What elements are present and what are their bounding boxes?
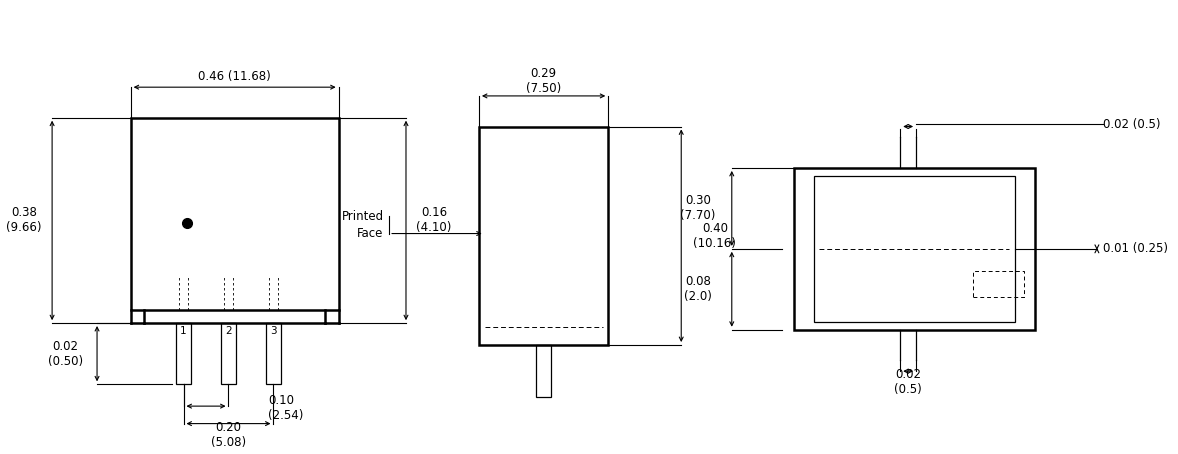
Text: 1: 1 — [180, 326, 187, 336]
Bar — [794, 168, 1035, 330]
Text: 0.01 (0.25): 0.01 (0.25) — [1103, 242, 1167, 255]
Text: 0.40
(10.16): 0.40 (10.16) — [694, 222, 736, 250]
Text: 0.16
(4.10): 0.16 (4.10) — [416, 207, 451, 234]
Text: 0.10
(2.54): 0.10 (2.54) — [267, 395, 303, 422]
Bar — [536, 345, 551, 397]
Bar — [176, 323, 191, 384]
Text: 0.02
(0.50): 0.02 (0.50) — [48, 340, 84, 368]
Text: 0.29
(7.50): 0.29 (7.50) — [527, 67, 561, 94]
Bar — [814, 176, 1015, 322]
Bar — [131, 118, 338, 310]
Text: 0.02
(0.5): 0.02 (0.5) — [894, 368, 922, 396]
Text: 0.02 (0.5): 0.02 (0.5) — [1103, 118, 1160, 131]
Text: 0.46 (11.68): 0.46 (11.68) — [198, 70, 271, 83]
Text: Face: Face — [357, 227, 384, 240]
Text: 0.38
(9.66): 0.38 (9.66) — [6, 207, 41, 234]
Bar — [973, 271, 1024, 297]
Text: 0.08
(2.0): 0.08 (2.0) — [684, 275, 712, 303]
Text: 0.20
(5.08): 0.20 (5.08) — [211, 420, 246, 449]
Text: 3: 3 — [270, 326, 277, 336]
Bar — [220, 323, 237, 384]
Bar — [265, 323, 282, 384]
Text: 0.30
(7.70): 0.30 (7.70) — [681, 194, 716, 222]
Bar — [479, 127, 608, 345]
Text: 2: 2 — [225, 326, 232, 336]
Text: Printed: Printed — [342, 210, 384, 222]
